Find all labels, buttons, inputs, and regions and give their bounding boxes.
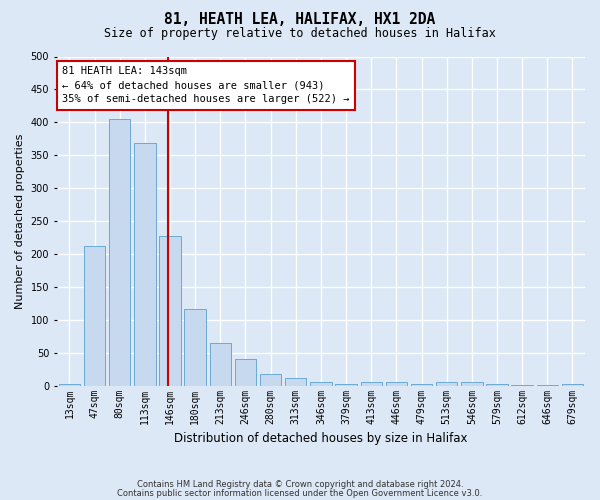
Y-axis label: Number of detached properties: Number of detached properties	[15, 134, 25, 309]
Bar	[285, 378, 307, 386]
Bar	[235, 360, 256, 386]
Text: 81, HEATH LEA, HALIFAX, HX1 2DA: 81, HEATH LEA, HALIFAX, HX1 2DA	[164, 12, 436, 28]
Bar	[59, 384, 80, 386]
Bar	[335, 384, 357, 386]
Bar	[511, 385, 533, 386]
Bar	[461, 382, 482, 386]
Bar	[260, 374, 281, 386]
Bar	[536, 385, 558, 386]
Bar	[436, 382, 457, 386]
Bar	[134, 144, 155, 386]
Bar	[361, 382, 382, 386]
Text: Size of property relative to detached houses in Halifax: Size of property relative to detached ho…	[104, 28, 496, 40]
Bar	[184, 308, 206, 386]
Text: Contains HM Land Registry data © Crown copyright and database right 2024.: Contains HM Land Registry data © Crown c…	[137, 480, 463, 489]
Bar	[160, 236, 181, 386]
Bar	[109, 119, 130, 386]
Bar	[386, 382, 407, 386]
Text: Contains public sector information licensed under the Open Government Licence v3: Contains public sector information licen…	[118, 490, 482, 498]
Text: 81 HEATH LEA: 143sqm
← 64% of detached houses are smaller (943)
35% of semi-deta: 81 HEATH LEA: 143sqm ← 64% of detached h…	[62, 66, 350, 104]
Bar	[486, 384, 508, 386]
Bar	[209, 343, 231, 386]
X-axis label: Distribution of detached houses by size in Halifax: Distribution of detached houses by size …	[174, 432, 467, 445]
Bar	[84, 246, 105, 386]
Bar	[411, 384, 432, 386]
Bar	[562, 384, 583, 386]
Bar	[310, 382, 332, 386]
